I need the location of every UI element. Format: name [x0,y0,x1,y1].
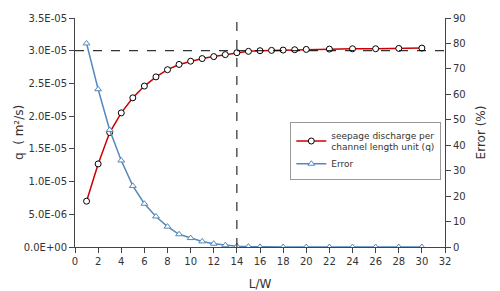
svg-text:q ( m²/s): q ( m²/s) [12,105,26,160]
svg-text:24: 24 [346,256,359,267]
svg-text:14: 14 [231,256,244,267]
svg-text:2.5E-05: 2.5E-05 [28,78,67,89]
svg-text:3.5E-05: 3.5E-05 [28,13,67,24]
svg-text:2.0E-05: 2.0E-05 [28,111,67,122]
svg-text:50: 50 [453,114,466,125]
svg-text:1.0E-05: 1.0E-05 [28,176,67,187]
svg-text:22: 22 [323,256,336,267]
svg-text:0: 0 [453,242,459,253]
svg-text:28: 28 [392,256,405,267]
svg-text:L/W: L/W [249,277,272,291]
svg-text:6: 6 [141,256,147,267]
svg-text:90: 90 [453,13,466,24]
svg-text:30: 30 [453,165,466,176]
svg-text:30: 30 [416,256,429,267]
svg-text:Error (%): Error (%) [474,106,488,160]
svg-text:4: 4 [118,256,124,267]
svg-text:0: 0 [72,256,78,267]
svg-text:Error: Error [331,159,353,169]
svg-text:18: 18 [277,256,290,267]
svg-text:10: 10 [184,256,197,267]
svg-text:60: 60 [453,89,466,100]
svg-text:8: 8 [164,256,170,267]
svg-text:26: 26 [369,256,382,267]
svg-text:3.0E-05: 3.0E-05 [28,45,67,56]
svg-text:12: 12 [207,256,220,267]
svg-text:40: 40 [453,140,466,151]
svg-text:10: 10 [453,216,466,227]
svg-text:80: 80 [453,38,466,49]
svg-text:32: 32 [439,256,452,267]
svg-text:2: 2 [95,256,101,267]
svg-text:70: 70 [453,63,466,74]
svg-text:1.5E-05: 1.5E-05 [28,143,67,154]
svg-text:seepage discharge perchannel l: seepage discharge perchannel length unit… [331,131,434,153]
svg-text:16: 16 [254,256,267,267]
svg-text:5.0E-06: 5.0E-06 [28,209,67,220]
svg-text:20: 20 [453,191,466,202]
svg-text:20: 20 [300,256,313,267]
svg-text:0.0E+00: 0.0E+00 [24,242,67,253]
